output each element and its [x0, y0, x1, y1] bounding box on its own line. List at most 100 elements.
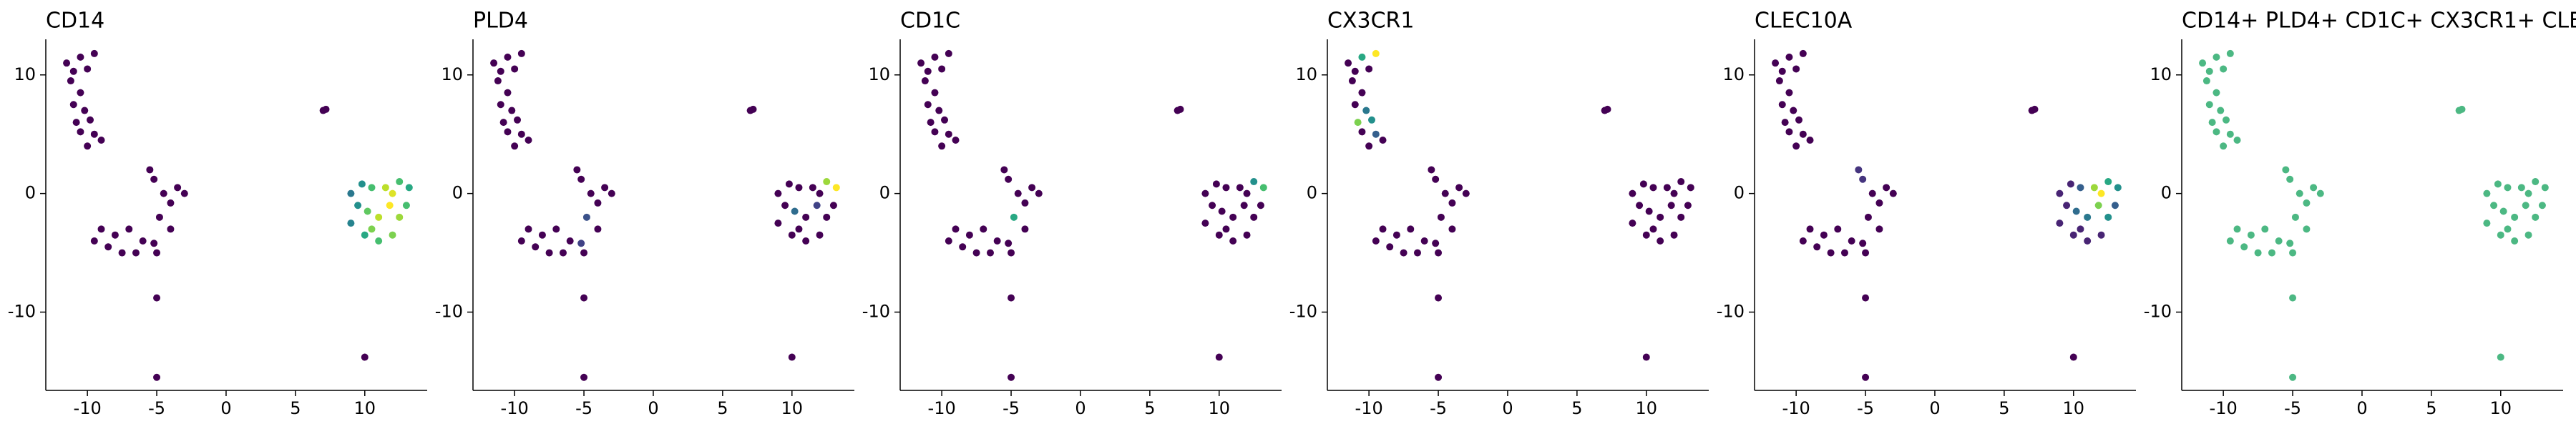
y-tick-label: 0 [1307, 183, 1317, 203]
point [150, 240, 158, 247]
point [2212, 53, 2220, 61]
point [1864, 213, 1872, 221]
point [1848, 237, 1855, 245]
x-tick-label: -10 [501, 398, 529, 418]
point [81, 107, 89, 114]
point [938, 65, 946, 73]
point [1386, 243, 1394, 251]
point [1772, 59, 1780, 67]
point [594, 199, 602, 207]
point [508, 107, 516, 114]
point [2097, 189, 2105, 197]
point [1875, 225, 1883, 233]
x-tick-label: 5 [1999, 398, 2009, 418]
point [1670, 231, 1678, 239]
point [2517, 184, 2525, 192]
point [368, 225, 376, 233]
point [945, 49, 952, 57]
point [1008, 294, 1015, 302]
x-tick-label: -10 [928, 398, 956, 418]
point [111, 231, 119, 239]
point [1005, 240, 1013, 247]
x-tick-label: 10 [1636, 398, 1658, 418]
point [525, 225, 532, 233]
y-tick-label: -10 [435, 302, 463, 322]
point [1035, 189, 1043, 197]
point [924, 67, 932, 75]
x-tick-label: 0 [2356, 398, 2367, 418]
point [1014, 189, 1022, 197]
point [1413, 249, 1421, 257]
y-tick-label: 10 [2150, 64, 2172, 84]
point [802, 213, 810, 221]
point [559, 249, 567, 257]
point [2511, 213, 2519, 221]
point [2094, 202, 2102, 209]
point [1781, 119, 1789, 127]
point [2077, 225, 2084, 233]
point [1859, 240, 1867, 247]
point [125, 225, 133, 233]
point [1862, 373, 1870, 381]
x-tick-label: -10 [1355, 398, 1383, 418]
point [1790, 107, 1797, 114]
point [1201, 220, 1209, 227]
point [1629, 220, 1636, 227]
point [552, 225, 560, 233]
point [1243, 189, 1251, 197]
point [396, 178, 404, 186]
y-tick-label: 10 [1295, 64, 1317, 84]
point [1813, 243, 1821, 251]
point [1005, 175, 1013, 183]
point [1259, 184, 1267, 192]
point [2532, 178, 2540, 186]
point [1435, 294, 1443, 302]
point [1775, 77, 1783, 85]
point [1448, 199, 1456, 207]
point [155, 213, 163, 221]
point [1345, 59, 1352, 67]
point [1448, 225, 1456, 233]
point [1862, 249, 1870, 257]
point [1875, 199, 1883, 207]
point [153, 373, 161, 381]
point [1799, 237, 1807, 245]
point [577, 240, 585, 247]
point [517, 130, 525, 138]
point [1883, 184, 1890, 192]
point [364, 207, 371, 215]
point [69, 67, 77, 75]
point [580, 249, 588, 257]
point [795, 184, 803, 192]
point [1021, 199, 1029, 207]
point [774, 189, 782, 197]
point [139, 237, 147, 245]
point [2069, 353, 2077, 361]
point [90, 237, 98, 245]
point [2458, 105, 2466, 113]
point [84, 65, 92, 73]
point [2067, 180, 2074, 188]
point [2541, 184, 2549, 192]
point [1365, 142, 1373, 150]
point [1667, 202, 1675, 209]
point [2072, 207, 2080, 215]
x-tick-label: 5 [1571, 398, 1582, 418]
point [788, 353, 796, 361]
point [2303, 225, 2311, 233]
point [1649, 225, 1657, 233]
point [2504, 225, 2512, 233]
point [104, 243, 112, 251]
point [2522, 202, 2529, 209]
point [980, 225, 987, 233]
point [97, 225, 105, 233]
chart-title: CX3CR1 [1327, 9, 1414, 34]
point [917, 59, 925, 67]
y-tick-label: -10 [1717, 302, 1745, 322]
x-tick-label: 10 [2063, 398, 2085, 418]
point [2217, 107, 2225, 114]
point [1008, 373, 1015, 381]
point [2212, 128, 2220, 136]
point [90, 130, 98, 138]
point [2240, 243, 2248, 251]
